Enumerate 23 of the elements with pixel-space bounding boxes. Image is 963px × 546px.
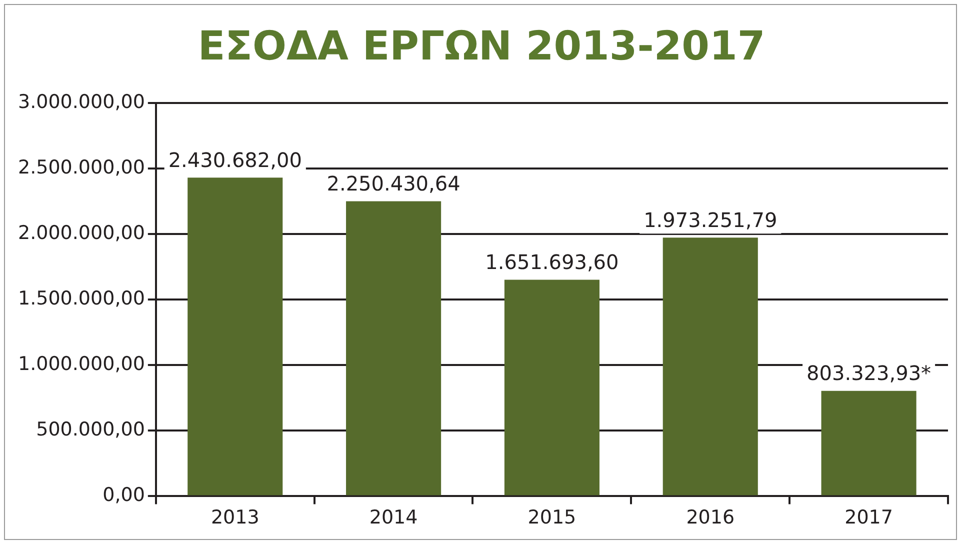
y-tick-label: 2.000.000,00 [18,222,145,244]
x-tick-label: 2015 [528,506,576,529]
chart-title: ΕΣΟΔΑ ΕΡΓΩΝ 2013-2017 [198,23,766,70]
bar [504,280,600,496]
y-tick-label: 1.500.000,00 [18,288,145,310]
bar [188,178,283,496]
data-label: 1.973.251,79 [644,208,778,232]
x-tick-label: 2013 [210,506,260,529]
data-label: 1.651.693,60 [485,250,619,274]
y-tick-label: 0,00 [102,484,145,506]
y-tick-label: 2.500.000,00 [18,156,145,178]
data-label: 2.250.430,64 [326,171,460,196]
y-tick-label: 500.000,00 [36,418,145,441]
data-label: 803.323,93* [806,361,932,386]
bar [662,238,758,496]
y-tick-label: 3.000.000,00 [18,90,145,113]
x-tick-label: 2016 [686,506,735,529]
bar [821,390,916,496]
x-tick-label: 2017 [844,506,893,529]
x-tick-label: 2014 [369,506,418,529]
data-label: 2.430.682,00 [168,148,302,172]
y-tick-label: 1.000.000,00 [18,353,145,376]
bar [346,201,442,496]
